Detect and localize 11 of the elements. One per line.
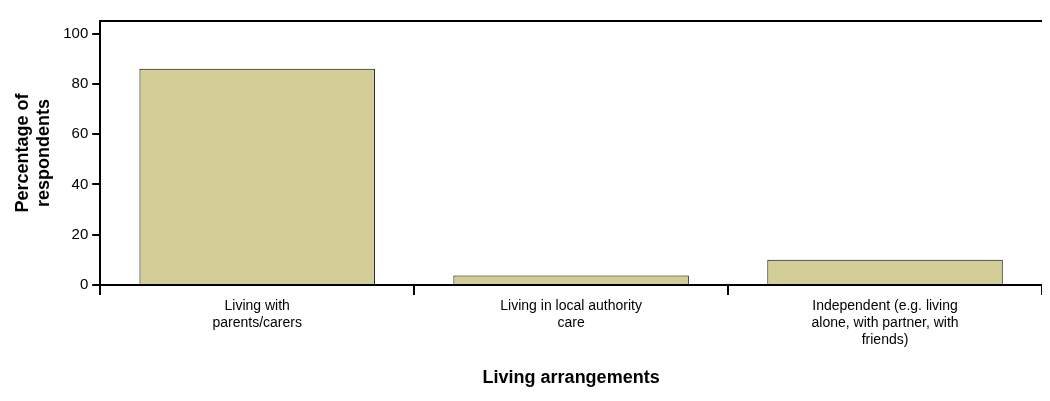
y-tick-label: 100 xyxy=(63,23,89,41)
y-tick-label: 60 xyxy=(71,124,89,142)
y-tick-label: 0 xyxy=(79,275,89,293)
x-tick-label: Independent (e.g. living alone, with partner, with friends) xyxy=(811,297,959,347)
y-axis-title: Percentage of respondents xyxy=(11,92,54,213)
y-tick-label: 40 xyxy=(71,174,89,192)
x-tick-label: Living in local authority care xyxy=(500,297,642,331)
y-tick-label: 80 xyxy=(71,74,89,91)
x-axis-title: Living arrangements xyxy=(482,367,660,388)
x-tick-label: Living with parents/carers xyxy=(212,297,302,331)
y-tick-label: 20 xyxy=(71,224,89,242)
